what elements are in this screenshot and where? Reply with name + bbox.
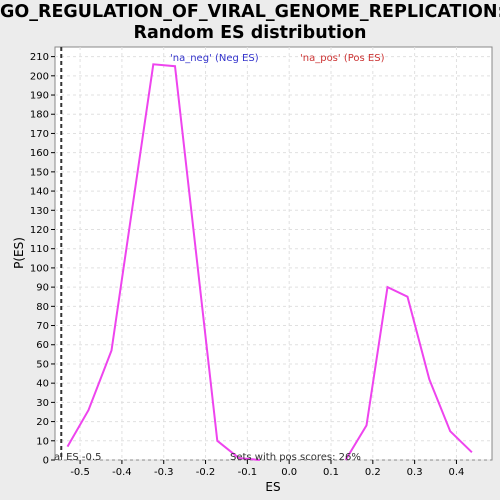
series-line-neg	[66, 63, 260, 461]
y-tick-label: 20	[36, 417, 49, 428]
series-line-pos	[344, 285, 473, 461]
x-axis-ticks: -0.5 -0.4 -0.3 -0.2 -0.1 0.0 0.1 0.2 0.3 0.4	[70, 460, 464, 478]
x-tick-label: 0.4	[449, 467, 465, 478]
chart-title-line2: Random ES distribution	[133, 23, 367, 43]
x-tick-label: -0.3	[154, 467, 174, 478]
y-tick-label: 200	[30, 71, 49, 82]
y-tick-label: 60	[36, 340, 49, 351]
x-tick-label: -0.4	[112, 467, 132, 478]
actual-es-label: al ES -0.5	[54, 452, 101, 463]
x-tick-label: 0.3	[407, 467, 423, 478]
y-tick-label: 190	[30, 91, 49, 102]
y-tick-label: 50	[36, 359, 49, 370]
pos-scores-footnote: Sets with pos scores: 26%	[230, 452, 361, 463]
y-tick-label: 180	[30, 110, 49, 121]
y-tick-label: 150	[30, 167, 49, 178]
y-tick-label: 170	[30, 129, 49, 140]
y-tick-label: 160	[30, 148, 49, 159]
x-axis-label: ES	[265, 480, 280, 494]
plot-area	[54, 46, 493, 461]
chart-title: GO_REGULATION_OF_VIRAL_GENOME_REPLICATIO…	[0, 2, 500, 44]
y-axis-label: P(ES)	[12, 237, 26, 269]
y-tick-label: 30	[36, 398, 49, 409]
grid-lines	[55, 47, 492, 461]
y-tick-label: 80	[36, 302, 49, 313]
y-tick-label: 40	[36, 379, 49, 390]
chart-title-line1: GO_REGULATION_OF_VIRAL_GENOME_REPLICATIO…	[0, 2, 500, 22]
legend-pos-label: 'na_pos' (Pos ES)	[300, 53, 385, 64]
x-tick-label: 0.2	[365, 467, 381, 478]
y-tick-label: 210	[30, 52, 49, 63]
series-group	[66, 63, 473, 461]
y-tick-label: 100	[30, 263, 49, 274]
y-axis-ticks: 0 10 20 30 40 50 60 70 80 90 100 110 120 130 140 150 160…	[30, 52, 55, 467]
y-tick-label: 140	[30, 187, 49, 198]
x-tick-label: -0.5	[70, 467, 90, 478]
y-tick-label: 90	[36, 283, 49, 294]
legend-neg-label: 'na_neg' (Neg ES)	[170, 53, 259, 64]
x-tick-label: -0.2	[196, 467, 216, 478]
x-tick-label: -0.1	[238, 467, 258, 478]
y-tick-label: 120	[30, 225, 49, 236]
x-tick-label: 0.1	[323, 467, 339, 478]
y-tick-label: 10	[36, 436, 49, 447]
y-tick-label: 0	[43, 456, 49, 467]
y-tick-label: 70	[36, 321, 49, 332]
y-tick-label: 130	[30, 206, 49, 217]
y-tick-label: 110	[30, 244, 49, 255]
x-tick-label: 0.0	[281, 467, 297, 478]
